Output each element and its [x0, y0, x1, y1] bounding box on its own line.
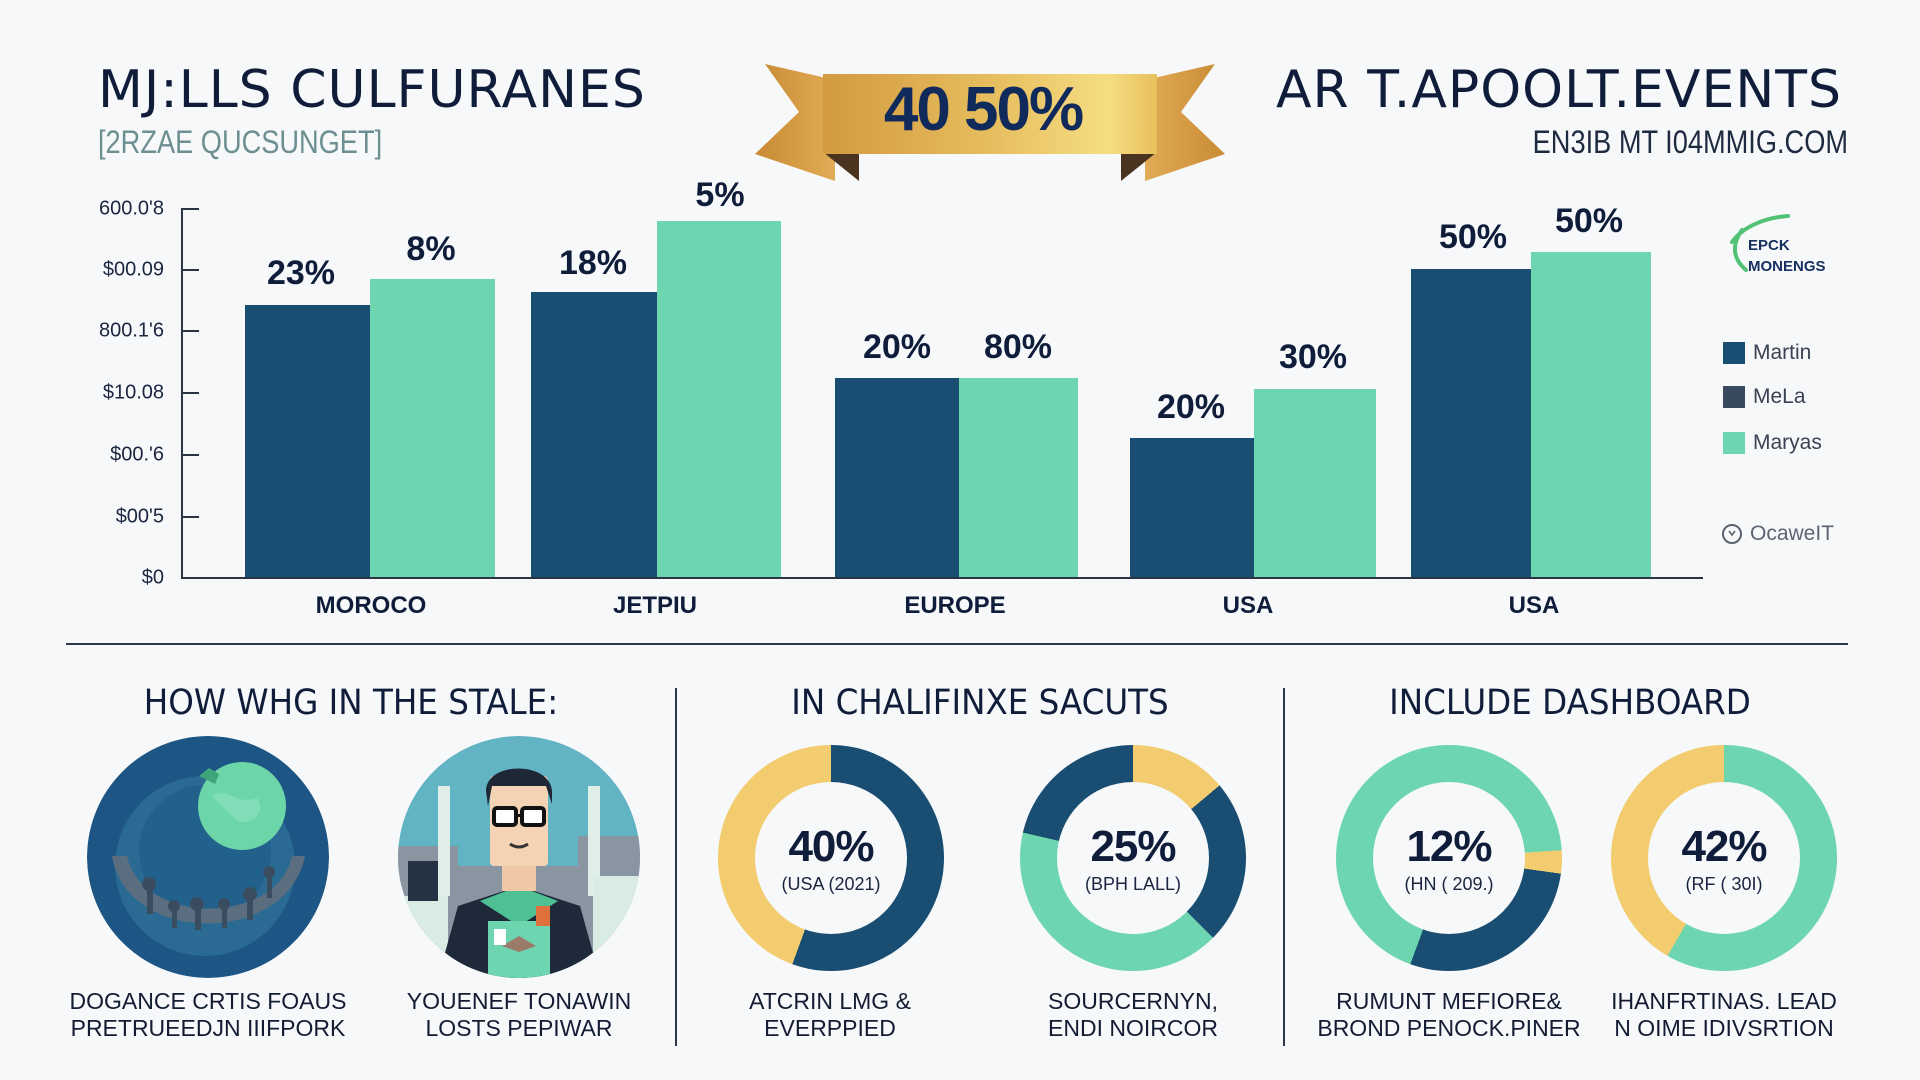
section-title-middle: IN CHALIFINXE SACUTS: [791, 683, 1169, 723]
bar-value-label: 20%: [862, 328, 932, 366]
donut-sub: (HN ( 209.): [1404, 873, 1494, 894]
caption-person: YOUENEF TONAWIN LOSTS PEPIWAR: [406, 988, 632, 1041]
donut-chart-4[interactable]: 42% (RF ( 30I): [1611, 745, 1837, 971]
legend-footer-label: OcaweIT: [1750, 522, 1835, 545]
banner-value: 40 50%: [883, 75, 1084, 144]
category-label: USA: [1508, 592, 1560, 619]
bar-jetpiu-martin[interactable]: [531, 292, 657, 577]
donut-chart-1[interactable]: 40% (USA (2021): [718, 745, 944, 971]
header-right-title: AR T.APOOLT.EVENTS: [1275, 60, 1842, 120]
page-title: MJ:LLS CULFURANES: [98, 60, 646, 120]
y-tick: [181, 330, 199, 332]
caption-donut-2: SOURCERNYN, ENDI NOIRCOR: [1048, 988, 1218, 1041]
clock-icon: [1722, 524, 1742, 544]
legend-item-maryas[interactable]: Maryas: [1723, 431, 1822, 455]
bar-usa2-martin[interactable]: [1411, 269, 1535, 577]
column-divider: [675, 688, 677, 1046]
bar-usa2-maryas[interactable]: [1531, 252, 1651, 577]
category-label: MOROCO: [315, 592, 427, 619]
category-label: USA: [1222, 592, 1274, 619]
legend-swatch: [1723, 342, 1745, 364]
category-label: JETPIU: [612, 592, 698, 619]
ribbon-icon: [755, 64, 1225, 181]
bar-chart: 600.0'8 $00.09 800.1'6 $10.08 $00.'6 $00…: [99, 176, 1703, 619]
bar-value-label: 30%: [1278, 338, 1348, 376]
donut-chart-3[interactable]: 12% (HN ( 209.): [1336, 745, 1562, 971]
bar-value-label: 8%: [406, 230, 456, 268]
y-tick: [181, 392, 199, 394]
caption-globe: DOGANCE CRTIS FOAUS PRETRUEEDJN IIIFPORK: [69, 988, 347, 1041]
y-tick-label: $0: [141, 566, 164, 589]
bar-value-label: 50%: [1438, 218, 1508, 256]
legend-item-martin[interactable]: Martin: [1723, 341, 1811, 365]
bar-jetpiu-maryas[interactable]: [657, 221, 781, 577]
section-divider: [66, 643, 1848, 645]
bar-value-label: 23%: [266, 254, 336, 292]
y-tick: [181, 516, 199, 518]
bar-value-label: 18%: [558, 244, 628, 282]
donut-sub: (RF ( 30I): [1685, 873, 1763, 894]
y-tick-label: $00.'6: [110, 443, 164, 466]
y-tick-label: 600.0'8: [99, 197, 164, 220]
legend-label: Martin: [1753, 341, 1812, 364]
legend-swatch: [1723, 386, 1745, 408]
page-subtitle: [2RZAE QUCSUNGET]: [98, 124, 383, 160]
legend-brand-text: EPCK MONENGS: [1748, 237, 1826, 275]
bar-usa1-maryas[interactable]: [1254, 389, 1376, 577]
y-tick-label: $00.09: [102, 258, 164, 281]
legend-footer[interactable]: OcaweIT: [1722, 522, 1834, 546]
donut-center: 12% (HN ( 209.): [1373, 782, 1525, 934]
column-divider: [1283, 688, 1285, 1046]
y-tick: [181, 208, 199, 210]
donut-center: 42% (RF ( 30I): [1648, 782, 1800, 934]
donut-value: 40%: [788, 821, 874, 871]
x-axis: [181, 577, 1703, 579]
donut-chart-2[interactable]: 25% (BPH LALL): [1020, 745, 1246, 971]
caption-donut-4: IHANFRTINAS. LEAD N OIME IDIVSRTION: [1611, 988, 1837, 1041]
donut-value: 42%: [1681, 821, 1767, 871]
donut-value: 12%: [1406, 821, 1492, 871]
section-title-left: HOW WHG IN THE STALE:: [143, 683, 559, 723]
legend-label: MeLa: [1753, 385, 1806, 408]
caption-donut-3: RUMUNT MEFIORE& BROND PENOCK.PINER: [1317, 988, 1581, 1041]
swoosh-icon: [1730, 214, 1790, 272]
bar-usa1-martin[interactable]: [1130, 438, 1254, 577]
section-title-right: INCLUDE DASHBOARD: [1389, 683, 1751, 723]
globe-moon-illustration: [87, 736, 329, 978]
bar-europe-martin[interactable]: [835, 378, 959, 577]
y-tick: [181, 454, 199, 456]
ribbon-banner: 40 50%: [755, 56, 1225, 186]
header-right-url: EN3IB MT I04MMIG.COM: [1532, 124, 1848, 160]
donut-center: 40% (USA (2021): [755, 782, 907, 934]
bar-value-label: 80%: [983, 328, 1053, 366]
legend-item-mela[interactable]: MeLa: [1723, 385, 1806, 409]
category-label: EUROPE: [904, 592, 1006, 619]
bar-moroco-martin[interactable]: [245, 305, 370, 577]
legend-label: Maryas: [1753, 431, 1822, 454]
y-tick-label: 800.1'6: [99, 319, 164, 342]
donut-sub: (BPH LALL): [1084, 873, 1182, 894]
donut-value: 25%: [1090, 821, 1176, 871]
legend-brand-logo: EPCK MONENGS: [1722, 210, 1882, 280]
bar-europe-maryas[interactable]: [959, 378, 1078, 577]
bar-value-label: 50%: [1554, 202, 1624, 240]
bar-moroco-maryas[interactable]: [370, 279, 495, 577]
legend-swatch: [1723, 432, 1745, 454]
y-tick-label: $10.08: [102, 381, 164, 404]
y-tick: [181, 269, 199, 271]
person-with-glasses-illustration: [398, 736, 640, 978]
bar-value-label: 5%: [695, 176, 745, 214]
bar-value-label: 20%: [1156, 388, 1226, 426]
donut-sub: (USA (2021): [781, 873, 881, 894]
donut-center: 25% (BPH LALL): [1057, 782, 1209, 934]
caption-donut-1: ATCRIN LMG & EVERPPIED: [749, 988, 911, 1041]
y-tick-label: $00'5: [115, 505, 164, 528]
